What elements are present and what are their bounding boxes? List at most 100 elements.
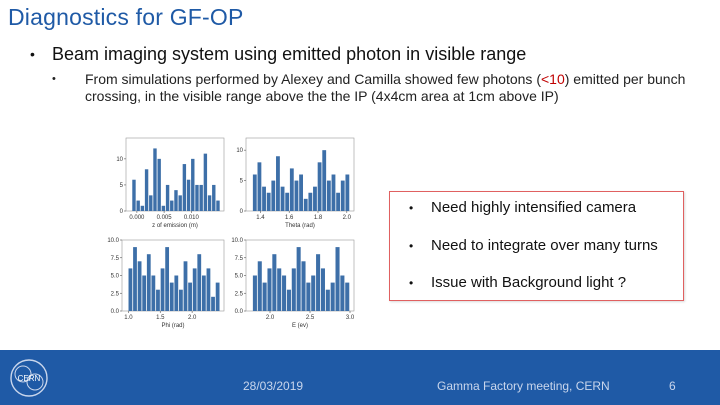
histogram-bar xyxy=(169,282,174,311)
histogram-bar xyxy=(137,261,142,311)
histogram-bar xyxy=(286,289,291,311)
histogram-bar xyxy=(191,158,195,211)
histogram-bar xyxy=(207,195,212,211)
histogram-bar xyxy=(296,247,301,311)
bullet-text: From simulations performed by Alexey and… xyxy=(85,71,710,105)
histogram-bar xyxy=(157,158,161,211)
y-tick-label: 10.0 xyxy=(231,238,243,244)
histogram-bar xyxy=(282,275,287,311)
bullet-glyph: • xyxy=(409,276,414,290)
histogram-bar xyxy=(303,198,308,211)
histogram-bar xyxy=(144,169,149,211)
histogram-bar xyxy=(192,268,197,311)
bullet-glyph: • xyxy=(30,46,35,62)
x-tick-label: 0.005 xyxy=(157,215,173,221)
histogram-bar xyxy=(153,148,157,211)
y-tick-label: 0 xyxy=(120,209,124,215)
footer-date: 28/03/2019 xyxy=(243,379,304,393)
histogram-bar xyxy=(289,168,294,211)
histogram-bar xyxy=(320,268,325,311)
histogram-bar xyxy=(179,289,183,311)
histogram-bar xyxy=(178,195,182,211)
histogram-bar xyxy=(313,186,317,211)
slide-title: Diagnostics for GF-OP xyxy=(8,4,244,30)
y-tick-label: 2.5 xyxy=(235,291,244,297)
histogram-bar xyxy=(197,254,202,311)
histogram-bar xyxy=(151,275,156,311)
histogram-bar xyxy=(301,261,306,311)
callout-item: • Need to integrate over many turns xyxy=(409,237,658,254)
x-tick-label: 2.0 xyxy=(266,315,275,321)
y-tick-label: 10 xyxy=(116,157,123,163)
bullet-text: Beam imaging system using emitted photon… xyxy=(52,44,527,64)
histogram-bar xyxy=(133,247,137,311)
y-tick-label: 10 xyxy=(236,148,243,154)
bullet-text-part: From simulations performed by Alexey and… xyxy=(85,71,541,87)
histogram-bar xyxy=(340,275,345,311)
histogram-bar xyxy=(186,179,191,211)
histogram-bar xyxy=(156,289,160,311)
footer-bar: 28/03/2019 Gamma Factory meeting, CERN 6 xyxy=(0,350,720,405)
histogram-bar xyxy=(170,200,174,211)
histogram-bar xyxy=(285,192,290,211)
y-tick-label: 5.0 xyxy=(111,274,120,280)
callout-item: • Issue with Background light ? xyxy=(409,274,626,291)
histogram-bar xyxy=(277,268,282,311)
histogram-bar xyxy=(203,153,208,211)
histogram-bar xyxy=(195,184,199,211)
x-tick-label: 3.0 xyxy=(346,315,355,321)
histogram-bar xyxy=(128,268,133,311)
histogram-bar xyxy=(326,180,331,211)
histogram-bar xyxy=(161,205,166,211)
histogram-bar xyxy=(299,174,303,211)
y-tick-label: 5 xyxy=(120,183,124,189)
histogram-bar xyxy=(165,184,170,211)
histogram-bar xyxy=(266,192,271,211)
x-tick-label: 2.5 xyxy=(306,315,315,321)
y-tick-label: 7.5 xyxy=(235,256,244,262)
histogram-bar xyxy=(182,164,187,211)
x-tick-label: 1.5 xyxy=(156,315,165,321)
histogram-bar xyxy=(345,174,350,211)
page-number: 6 xyxy=(669,379,676,393)
x-tick-label: 0.010 xyxy=(184,215,200,221)
histogram-bar xyxy=(340,180,345,211)
histogram-bar xyxy=(183,261,188,311)
histogram-bar xyxy=(212,184,216,211)
histogram-bar xyxy=(294,180,299,211)
bullet-glyph: • xyxy=(52,73,56,85)
y-tick-label: 0.0 xyxy=(235,309,244,315)
histogram-bar xyxy=(331,174,336,211)
histogram-phi: 0.0 2.5 5.0 7.5 10.0 1.0 1.5 2.0 Phi (rad) xyxy=(107,238,225,329)
cern-logo-icon: CERN xyxy=(10,359,48,397)
histogram-bar xyxy=(322,150,327,211)
histogram-bar xyxy=(149,195,153,211)
callout-item-text: Need to integrate over many turns xyxy=(431,237,658,254)
bullet-glyph: • xyxy=(409,201,414,215)
y-tick-label: 10.0 xyxy=(107,238,119,244)
histogram-bar xyxy=(165,247,170,311)
y-tick-label: 7.5 xyxy=(111,256,120,262)
x-axis-label: Theta (rad) xyxy=(285,223,315,229)
callout-item: • Need highly intensified camera xyxy=(409,199,636,216)
histogram-bar xyxy=(262,282,267,311)
histogram-bar xyxy=(317,162,322,211)
histogram-bar xyxy=(276,156,280,211)
histogram-bar xyxy=(272,254,277,311)
histogram-bar xyxy=(136,200,140,211)
histogram-bar xyxy=(308,192,313,211)
histogram-bar xyxy=(316,254,321,311)
x-tick-label: 1.8 xyxy=(314,215,323,221)
x-tick-label: 2.0 xyxy=(188,315,197,321)
histogram-theta: 0 5 10 1.4 1.6 1.8 2.0 Theta (rad) xyxy=(236,137,355,229)
histogram-bar xyxy=(252,174,257,211)
x-tick-label: 2.0 xyxy=(343,215,352,221)
histogram-bar xyxy=(306,282,311,311)
bullet-text-part: ) emitted per bunch crossing, in the vis… xyxy=(85,71,686,104)
histogram-bar xyxy=(335,247,340,311)
histogram-bar xyxy=(280,186,285,211)
x-tick-label: 1.6 xyxy=(285,215,294,221)
histogram-bar xyxy=(160,268,165,311)
x-tick-label: 1.4 xyxy=(256,215,265,221)
histogram-bar xyxy=(132,179,136,211)
